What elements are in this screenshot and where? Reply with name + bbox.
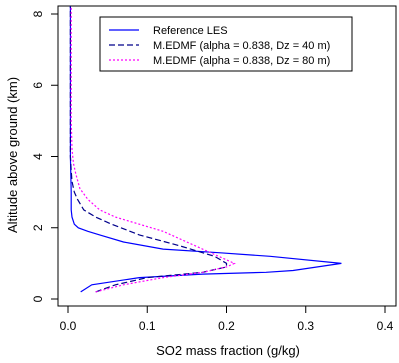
y-tick-label: 8 — [31, 10, 45, 17]
y-tick-label: 0 — [31, 295, 45, 302]
y-axis-label: Altitude above ground (km) — [5, 77, 20, 233]
y-tick-label: 2 — [31, 224, 45, 231]
y-tick-label: 6 — [31, 82, 45, 89]
x-tick-label: 0.2 — [218, 319, 235, 333]
legend-label: Reference LES — [153, 25, 228, 37]
y-axis: 0 2 4 6 8 — [31, 10, 58, 302]
series-line-3 — [70, 6, 236, 293]
x-axis-label: SO2 mass fraction (g/kg) — [156, 343, 300, 358]
series-line-1 — [69, 6, 342, 293]
x-tick-label: 0.4 — [377, 319, 394, 333]
x-tick-label: 0.3 — [297, 319, 314, 333]
legend-label: M.EDMF (alpha = 0.838, Dz = 80 m) — [153, 55, 330, 67]
x-tick-label: 0.1 — [139, 319, 156, 333]
y-tick-label: 4 — [31, 153, 45, 160]
legend-label: M.EDMF (alpha = 0.838, Dz = 40 m) — [153, 40, 330, 52]
x-axis: 0.0 0.1 0.2 0.3 0.4 — [60, 306, 394, 333]
legend: Reference LES M.EDMF (alpha = 0.838, Dz =… — [99, 16, 353, 72]
series-layer — [69, 6, 342, 293]
x-tick-label: 0.0 — [60, 319, 77, 333]
legend-box — [99, 16, 353, 72]
